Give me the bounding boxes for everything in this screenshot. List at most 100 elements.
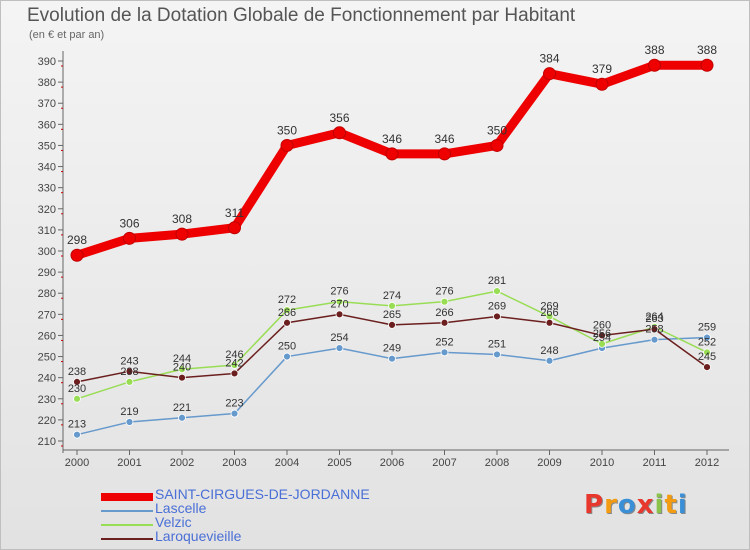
data-point-2: [125, 377, 134, 386]
data-label-1: 252: [435, 336, 453, 348]
y-tick-label: 210: [38, 436, 56, 448]
proxiti-logo: Proxiti: [584, 490, 688, 520]
y-tick-label: 220: [38, 415, 56, 427]
data-label-2: 272: [278, 294, 296, 306]
logo-letter: P: [584, 490, 605, 520]
data-label-2: 276: [435, 286, 453, 298]
data-label-3: 243: [120, 355, 138, 367]
data-label-1: 251: [488, 338, 506, 350]
data-point-2: [178, 365, 186, 374]
y-tick-label: 290: [38, 267, 56, 279]
legend-swatch: [101, 524, 153, 526]
data-point-2: [493, 287, 501, 296]
data-label-1: 213: [68, 419, 86, 431]
data-point-3: [283, 318, 291, 327]
data-point-3: [125, 367, 134, 376]
y-tick-label: 370: [38, 98, 56, 110]
data-point-3: [230, 369, 239, 378]
data-point-0: [648, 58, 661, 72]
data-label-0: 379: [592, 62, 612, 76]
data-label-1: 250: [278, 341, 296, 353]
y-tick-label: 350: [38, 140, 56, 152]
data-label-2: 246: [225, 349, 243, 361]
data-label-0: 350: [487, 123, 507, 137]
data-point-1: [335, 344, 344, 353]
data-point-2: [283, 306, 291, 315]
data-point-3: [440, 318, 449, 327]
data-label-2: 238: [120, 366, 138, 378]
x-tick-label: 2003: [222, 457, 246, 469]
chart-title: Evolution de la Dotation Globale de Fonc…: [27, 5, 576, 26]
logo-letter: o: [617, 490, 637, 520]
data-point-0: [595, 77, 609, 91]
data-point-2: [440, 297, 449, 306]
y-tick-label: 360: [38, 119, 56, 131]
data-label-3: 270: [330, 298, 348, 310]
data-point-0: [123, 231, 136, 245]
x-tick-label: 2001: [117, 457, 141, 469]
data-point-3: [73, 377, 81, 386]
data-label-0: 306: [119, 216, 139, 230]
legend-swatch: [101, 510, 153, 512]
data-point-1: [545, 356, 554, 365]
data-point-2: [388, 301, 396, 310]
data-point-0: [280, 138, 294, 152]
chart-subtitle: (en € et par an): [29, 29, 105, 41]
data-point-1: [650, 335, 659, 344]
data-point-2: [335, 297, 344, 306]
data-label-0: 350: [277, 123, 297, 137]
data-point-0: [333, 126, 346, 140]
x-tick-label: 2010: [590, 457, 614, 469]
data-label-3: 260: [593, 319, 611, 331]
data-point-1: [388, 354, 396, 363]
data-label-3: 266: [278, 307, 296, 319]
data-label-2: 264: [645, 311, 663, 323]
data-point-3: [650, 325, 659, 334]
data-point-3: [388, 320, 396, 329]
y-tick-label: 270: [38, 309, 56, 321]
data-label-1: 223: [225, 398, 243, 410]
data-point-3: [335, 310, 344, 319]
data-point-3: [598, 331, 606, 340]
y-tick-label: 300: [38, 246, 56, 258]
legend-label: Laroquevieille: [155, 528, 242, 544]
data-label-0: 298: [67, 233, 87, 247]
y-tick-label: 390: [38, 56, 56, 68]
data-label-1: 219: [120, 406, 138, 418]
data-point-2: [703, 348, 711, 357]
x-tick-label: 2006: [380, 457, 404, 469]
data-point-0: [543, 67, 556, 81]
data-label-2: 256: [593, 328, 611, 340]
data-label-0: 308: [172, 212, 192, 226]
data-point-1: [125, 418, 134, 426]
data-label-0: 346: [434, 132, 454, 146]
y-tick-label: 230: [38, 394, 56, 406]
data-point-0: [385, 147, 399, 161]
data-point-2: [598, 339, 606, 348]
data-point-1: [703, 333, 711, 342]
data-point-2: [73, 394, 81, 403]
legend-swatch: [101, 493, 153, 501]
data-point-0: [700, 58, 714, 72]
data-point-0: [175, 227, 189, 241]
data-point-0: [490, 138, 504, 152]
logo-letter: i: [677, 490, 688, 520]
data-point-1: [493, 350, 501, 359]
y-tick-label: 250: [38, 352, 56, 364]
data-point-3: [178, 373, 186, 382]
data-label-0: 388: [697, 43, 717, 57]
data-label-1: 248: [540, 345, 558, 357]
data-point-1: [178, 413, 186, 422]
y-tick-label: 340: [38, 162, 56, 174]
data-label-0: 311: [225, 206, 244, 220]
data-label-2: 269: [540, 300, 558, 312]
data-point-1: [440, 348, 449, 357]
data-point-1: [230, 409, 239, 418]
data-label-2: 252: [698, 336, 716, 348]
y-tick-label: 280: [38, 288, 56, 300]
legend-label: SAINT-CIRGUES-DE-JORDANNE: [155, 486, 370, 502]
x-tick-label: 2012: [695, 457, 719, 469]
data-point-0: [438, 147, 451, 161]
y-tick-label: 330: [38, 183, 56, 195]
data-label-2: 244: [173, 353, 191, 365]
